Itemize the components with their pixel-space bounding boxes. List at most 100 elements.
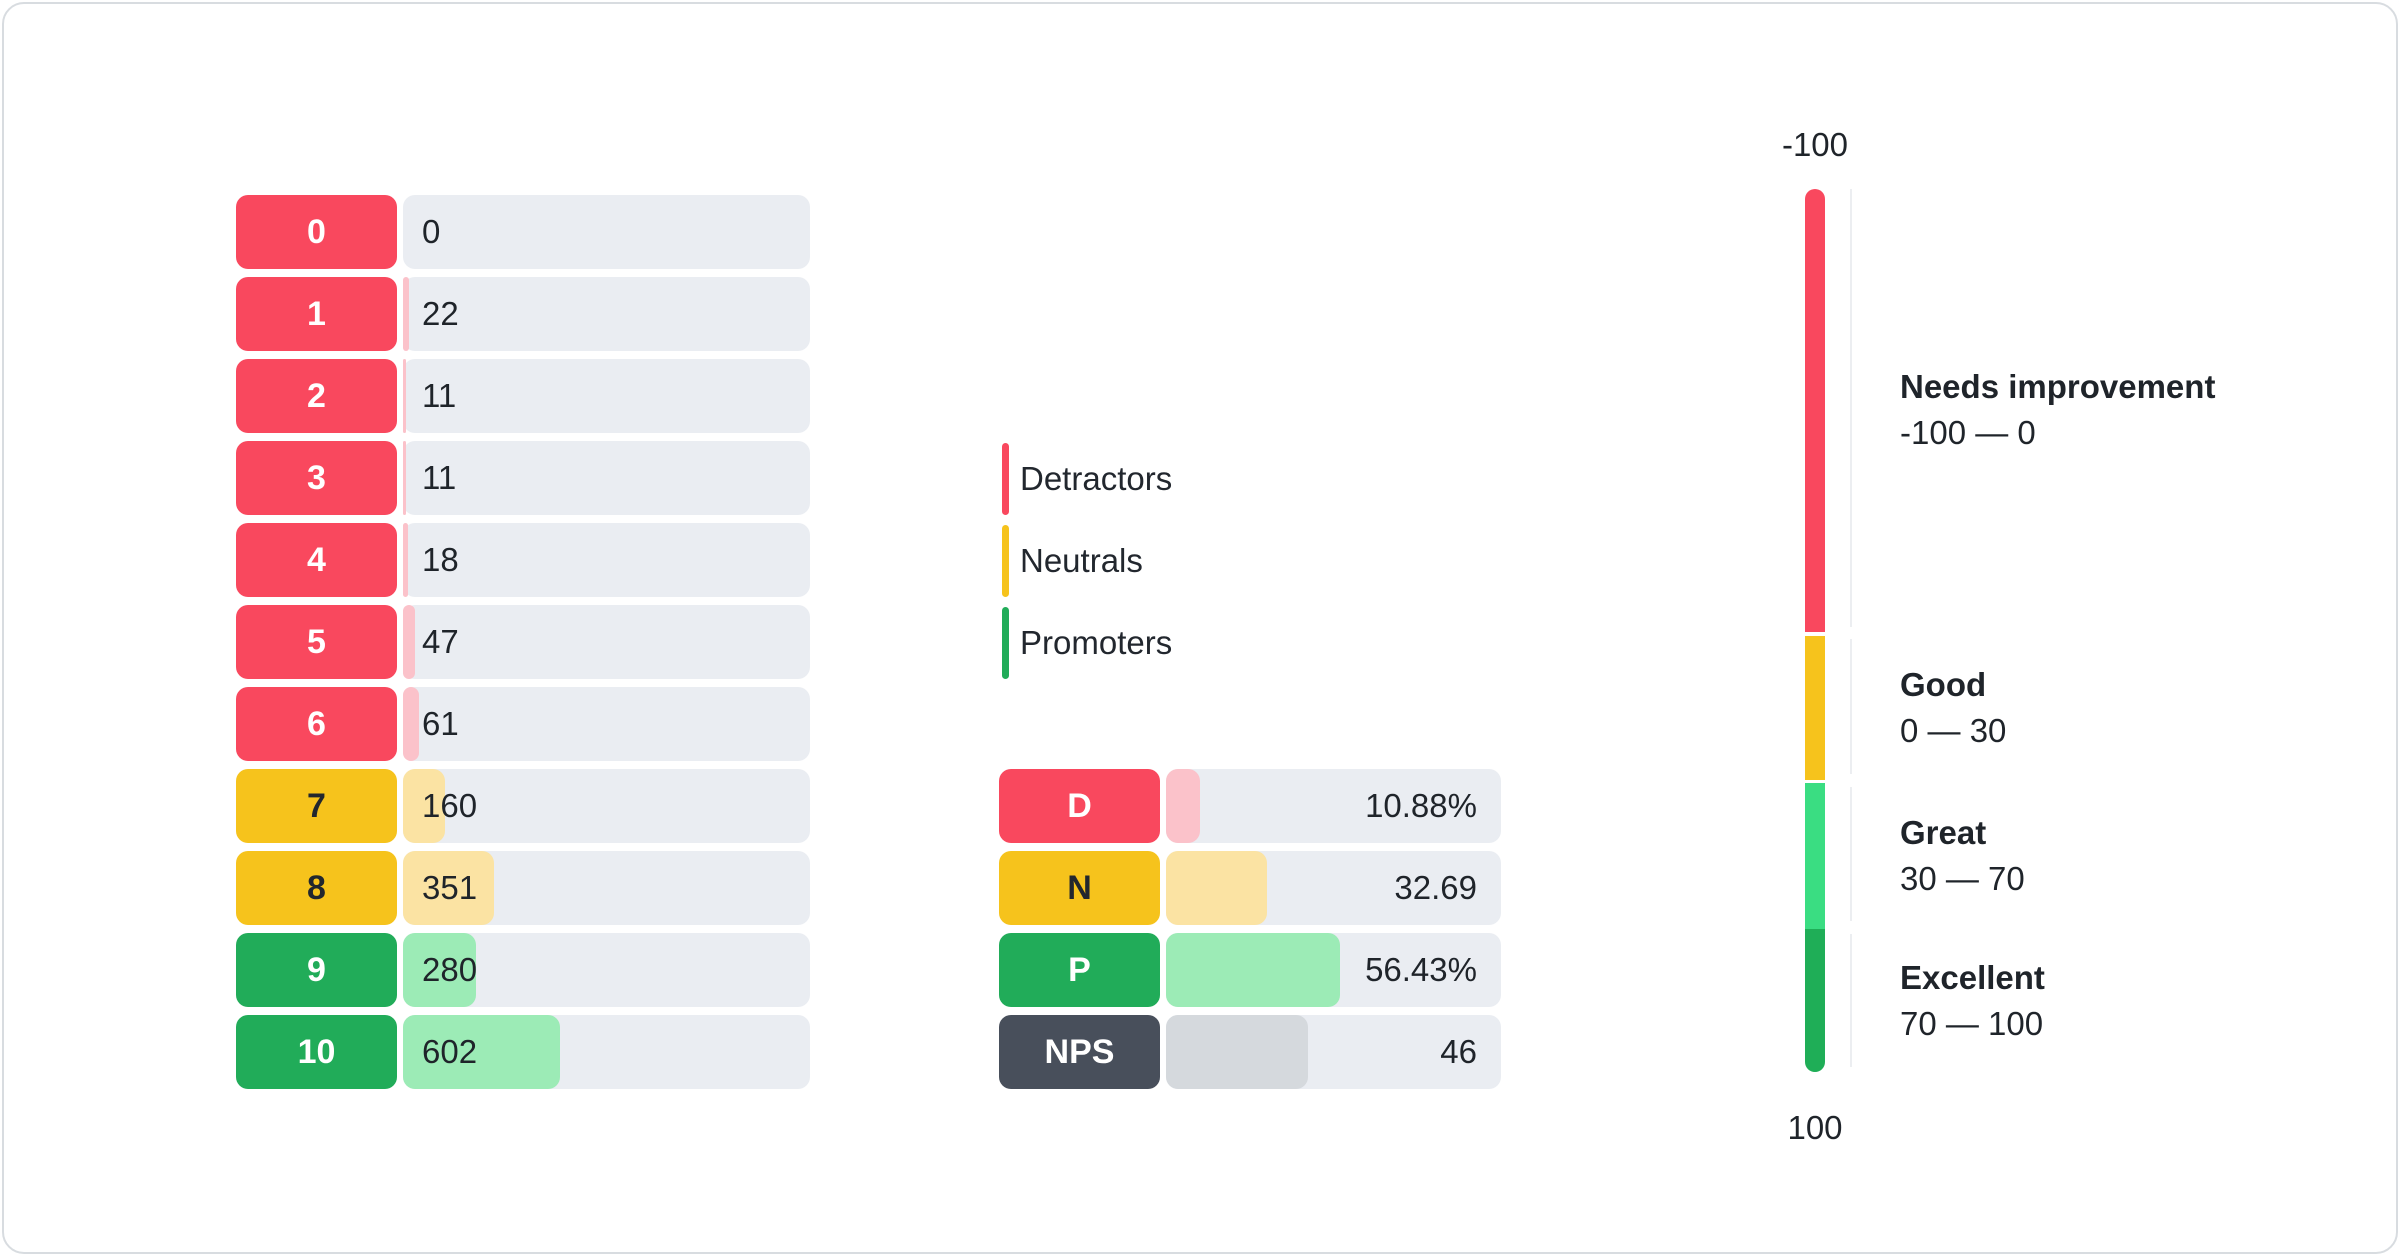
- zone-name: Needs improvement: [1900, 368, 2216, 405]
- score-count: 0: [422, 213, 441, 250]
- promoters-swatch-icon: [1002, 607, 1009, 679]
- gauge-axis-bottom-label: 100: [1787, 1109, 1843, 1146]
- legend-label: Promoters: [1020, 624, 1173, 661]
- score-bar-track: 22: [403, 277, 810, 351]
- zone-range: -100 — 0: [1900, 414, 2036, 451]
- score-bar-fill: [403, 687, 419, 761]
- summary-bar-track: 46: [1166, 1015, 1501, 1089]
- separator-segment: [1850, 639, 1852, 774]
- gauge-segment-good: [1805, 636, 1825, 780]
- gauge-zone-needs-improvement: Needs improvement -100 — 0: [1900, 367, 2215, 453]
- summary-chart: D 10.88% N 32.69 P 56.43% NPS 46: [999, 769, 1501, 1089]
- score-count: 11: [422, 377, 457, 414]
- summary-value: 46: [1440, 1033, 1477, 1070]
- score-row: 9 280: [236, 933, 810, 1007]
- score-bar-fill: [403, 769, 445, 843]
- summary-badge: D: [999, 769, 1160, 843]
- separator-segment: [1850, 787, 1852, 921]
- score-bar-track: 18: [403, 523, 810, 597]
- zone-name: Excellent: [1900, 959, 2045, 996]
- score-badge: 9: [236, 933, 397, 1007]
- score-badge: 0: [236, 195, 397, 269]
- score-badge: 4: [236, 523, 397, 597]
- gauge-segment-excellent: [1805, 929, 1825, 1072]
- score-bar-track: 61: [403, 687, 810, 761]
- score-bar-track: 0: [403, 195, 810, 269]
- summary-value: 10.88%: [1365, 787, 1477, 824]
- score-bar-track: 11: [403, 441, 810, 515]
- score-row: 6 61: [236, 687, 810, 761]
- nps-gauge: -100 Needs improvement -100 — 0 Good 0 —…: [1781, 124, 2244, 1164]
- score-bar-fill: [403, 359, 406, 433]
- score-badge: 7: [236, 769, 397, 843]
- score-row: 2 11: [236, 359, 810, 433]
- zone-name: Good: [1900, 666, 1987, 703]
- score-count: 160: [422, 787, 478, 824]
- score-bar-track: 351: [403, 851, 810, 925]
- score-bar-fill: [403, 933, 476, 1007]
- score-row: 10 602: [236, 1015, 810, 1089]
- zone-range: 30 — 70: [1900, 860, 2025, 897]
- score-badge: 6: [236, 687, 397, 761]
- legend-label: Neutrals: [1020, 542, 1143, 579]
- score-count: 47: [422, 623, 459, 660]
- summary-bar-fill: [1166, 851, 1267, 925]
- legend: Detractors Neutrals Promoters: [1002, 442, 1172, 688]
- separator-segment: [1850, 934, 1852, 1067]
- score-count: 18: [422, 541, 459, 578]
- summary-badge: P: [999, 933, 1160, 1007]
- score-row: 7 160: [236, 769, 810, 843]
- score-bar-fill: [403, 277, 409, 351]
- score-badge: 10: [236, 1015, 397, 1089]
- score-count: 11: [422, 459, 457, 496]
- summary-value: 56.43%: [1365, 951, 1477, 988]
- score-badge: 2: [236, 359, 397, 433]
- score-row: 5 47: [236, 605, 810, 679]
- summary-bar-track: 10.88%: [1166, 769, 1501, 843]
- separator-segment: [1850, 189, 1852, 627]
- score-count: 61: [422, 705, 459, 742]
- summary-bar-track: 32.69: [1166, 851, 1501, 925]
- score-bar-fill: [403, 441, 406, 515]
- score-badge: 8: [236, 851, 397, 925]
- gauge-zone-great: Great 30 — 70: [1900, 813, 2025, 899]
- legend-item-neutrals: Neutrals: [1002, 524, 1172, 598]
- zone-range: 0 — 30: [1900, 712, 2007, 749]
- legend-item-promoters: Promoters: [1002, 606, 1172, 680]
- score-bar-fill: [403, 605, 416, 679]
- score-row: 0 0: [236, 195, 810, 269]
- score-row: 8 351: [236, 851, 810, 925]
- summary-badge: N: [999, 851, 1160, 925]
- gauge-axis-top-label: -100: [1781, 126, 1849, 163]
- score-badge: 5: [236, 605, 397, 679]
- score-row: 1 22: [236, 277, 810, 351]
- zone-name: Great: [1900, 814, 1987, 851]
- score-badge: 1: [236, 277, 397, 351]
- score-bar-track: 602: [403, 1015, 810, 1089]
- score-row: 3 11: [236, 441, 810, 515]
- score-count: 351: [422, 869, 478, 906]
- summary-row-nps: NPS 46: [999, 1015, 1501, 1089]
- score-bar-fill: [403, 1015, 560, 1089]
- score-count: 280: [422, 951, 478, 988]
- score-bar-fill: [403, 523, 408, 597]
- score-bar-track: 11: [403, 359, 810, 433]
- summary-row-detractors: D 10.88%: [999, 769, 1501, 843]
- gauge-separator-line: [1850, 189, 1852, 1072]
- gauge-segment-needs-improvement: [1805, 189, 1825, 632]
- score-count: 22: [422, 295, 459, 332]
- summary-row-neutrals: N 32.69: [999, 851, 1501, 925]
- summary-badge: NPS: [999, 1015, 1160, 1089]
- neutrals-swatch-icon: [1002, 525, 1009, 597]
- score-bar-fill: [403, 851, 495, 925]
- score-badge: 3: [236, 441, 397, 515]
- score-bar-track: 280: [403, 933, 810, 1007]
- gauge-zone-excellent: Excellent 70 — 100: [1900, 958, 2045, 1044]
- zone-range: 70 — 100: [1900, 1005, 2044, 1042]
- summary-row-promoters: P 56.43%: [999, 933, 1501, 1007]
- summary-bar-fill: [1166, 769, 1200, 843]
- detractors-swatch-icon: [1002, 443, 1009, 515]
- summary-bar-fill: [1166, 933, 1340, 1007]
- gauge-segment-great: [1805, 783, 1825, 929]
